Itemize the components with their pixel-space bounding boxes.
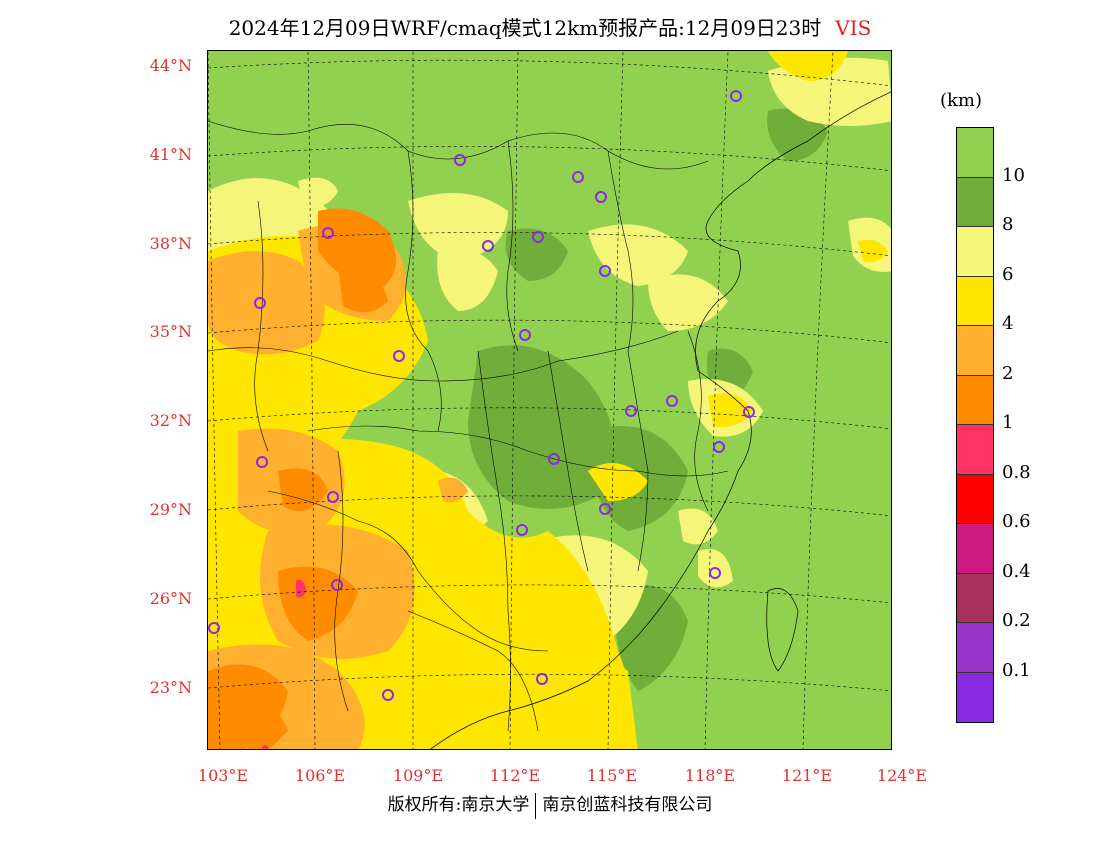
colorbar-segment — [957, 375, 993, 425]
lon-label-115: 115°E — [586, 766, 638, 785]
lon-label-106: 106°E — [294, 766, 346, 785]
footer-copyright: 版权所有:南京大学 — [387, 795, 530, 815]
colorbar-segment — [957, 177, 993, 227]
coastline — [430, 91, 891, 749]
lat-label-38: 38°N — [149, 234, 192, 253]
vis-low-spots — [262, 579, 306, 749]
colorbar-segment — [957, 128, 993, 178]
lat-label-26: 26°N — [149, 589, 192, 608]
colorbar-label: 0.1 — [1002, 659, 1031, 681]
colorbar-label: 0.2 — [1002, 610, 1031, 631]
lat-label-29: 29°N — [149, 500, 192, 519]
colorbar-label: 4 — [1002, 313, 1014, 334]
chart-title: 2024年12月09日WRF/cmaq模式12km预报产品:12月09日23时 V… — [0, 12, 1100, 41]
visibility-map[interactable] — [207, 50, 892, 750]
colorbar-segment — [957, 276, 993, 326]
title-variable: VIS — [835, 16, 872, 40]
colorbar — [956, 127, 994, 723]
colorbar-label: 8 — [1002, 214, 1014, 235]
colorbar-label: 10 — [1002, 164, 1025, 186]
vis-8km-areas — [468, 108, 828, 691]
lat-label-35: 35°N — [149, 322, 192, 341]
lat-label-23: 23°N — [149, 678, 192, 697]
lon-label-121: 121°E — [781, 766, 833, 785]
colorbar-label: 1 — [1002, 412, 1014, 433]
city-markers — [208, 90, 755, 701]
lon-label-109: 109°E — [392, 766, 444, 785]
title-main: 2024年12月09日WRF/cmaq模式12km预报产品:12月09日23时 — [228, 16, 822, 40]
footer-company: 南京创蓝科技有限公司 — [542, 795, 713, 815]
colorbar-segment — [957, 573, 993, 623]
lon-label-118: 118°E — [684, 766, 736, 785]
colorbar-segment — [957, 474, 993, 524]
colorbar-label: 0.4 — [1002, 560, 1031, 582]
province-borders — [208, 120, 729, 732]
colorbar-segment — [957, 227, 993, 277]
lon-label-103: 103°E — [197, 766, 249, 785]
colorbar-label: 0.6 — [1002, 511, 1031, 532]
lon-label-112: 112°E — [489, 766, 541, 785]
colorbar-label: 6 — [1002, 263, 1014, 285]
colorbar-unit: (km) — [940, 90, 983, 111]
colorbar-segment — [957, 524, 993, 574]
lat-label-41: 41°N — [149, 145, 192, 164]
colorbar-segment — [957, 326, 993, 376]
colorbar-segment — [957, 425, 993, 475]
lat-label-32: 32°N — [149, 411, 192, 430]
lon-label-124: 124°E — [876, 766, 928, 785]
footer: 版权所有:南京大学 南京创蓝科技有限公司 — [0, 790, 1100, 819]
colorbar-segment — [957, 623, 993, 673]
colorbar-segment — [957, 672, 993, 722]
map-canvas — [208, 51, 891, 749]
lat-label-44: 44°N — [149, 56, 192, 75]
colorbar-label: 2 — [1002, 362, 1014, 384]
footer-separator — [535, 792, 537, 819]
graticule — [208, 51, 891, 749]
colorbar-label: 0.8 — [1002, 461, 1031, 483]
